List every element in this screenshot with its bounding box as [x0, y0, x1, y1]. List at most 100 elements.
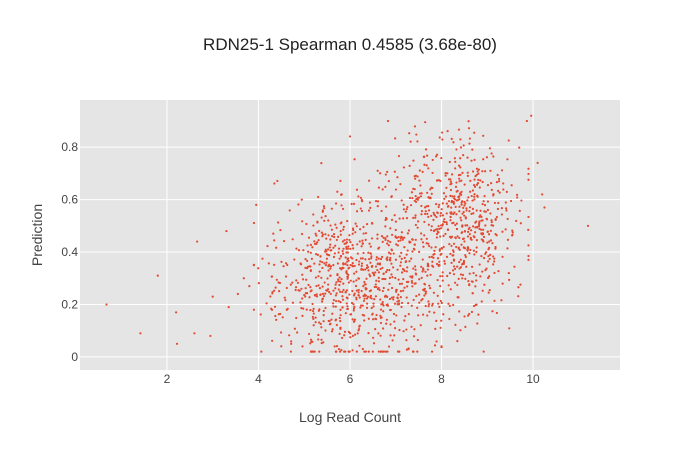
data-point — [339, 308, 342, 311]
data-point — [317, 338, 320, 341]
data-point — [412, 216, 415, 220]
data-point — [372, 302, 375, 305]
data-point — [352, 307, 356, 310]
data-point — [317, 309, 320, 312]
data-point — [506, 247, 509, 250]
data-point — [459, 273, 463, 276]
data-point — [435, 340, 438, 343]
data-point — [334, 202, 338, 205]
data-point — [324, 329, 327, 332]
data-point — [416, 198, 419, 201]
data-point — [475, 183, 479, 186]
data-point — [403, 286, 406, 289]
data-point — [448, 304, 451, 308]
data-point — [452, 141, 455, 144]
data-point — [353, 264, 356, 268]
data-point — [439, 284, 442, 288]
data-point — [408, 260, 411, 263]
data-point — [446, 172, 449, 175]
data-point — [356, 332, 359, 335]
data-point — [464, 277, 467, 280]
data-point — [320, 216, 323, 219]
data-point — [345, 302, 348, 305]
data-point — [473, 131, 476, 134]
data-point — [459, 329, 462, 332]
data-point — [466, 199, 469, 202]
data-point — [351, 232, 354, 235]
data-point — [373, 298, 376, 301]
data-point — [312, 324, 315, 327]
data-point — [439, 214, 442, 217]
data-point — [309, 342, 312, 345]
data-point — [454, 223, 457, 227]
data-point — [321, 266, 324, 270]
data-point — [379, 314, 382, 317]
data-point — [430, 186, 433, 189]
data-point — [351, 349, 354, 352]
data-point — [400, 235, 403, 238]
data-point — [291, 301, 295, 304]
data-point — [314, 276, 317, 279]
data-point — [434, 327, 437, 330]
data-point — [445, 186, 448, 189]
data-point — [310, 257, 313, 260]
data-point — [438, 305, 441, 309]
data-point — [355, 188, 359, 191]
data-point — [397, 154, 401, 158]
data-point — [315, 293, 318, 296]
data-point — [355, 225, 358, 228]
data-point — [411, 196, 414, 200]
data-point — [418, 192, 422, 195]
data-point — [328, 246, 331, 249]
data-point — [379, 267, 382, 271]
data-point — [280, 345, 283, 348]
data-point — [471, 292, 474, 295]
data-point — [332, 246, 335, 249]
data-point — [451, 269, 455, 272]
data-point — [359, 228, 362, 231]
data-point — [501, 255, 504, 258]
data-point — [413, 328, 416, 331]
data-point — [339, 314, 342, 317]
data-point — [341, 298, 345, 301]
data-point — [442, 245, 445, 249]
data-point — [376, 233, 379, 236]
data-point — [365, 287, 368, 290]
data-point — [458, 205, 461, 208]
data-point — [348, 238, 351, 242]
data-point — [300, 198, 303, 201]
data-point — [352, 280, 355, 283]
data-point — [371, 264, 374, 268]
data-point — [461, 273, 465, 277]
data-point — [319, 322, 322, 325]
data-point — [421, 297, 424, 301]
data-point — [489, 239, 493, 242]
data-point — [325, 261, 328, 264]
data-point — [375, 256, 378, 259]
data-point — [289, 283, 292, 286]
data-point — [511, 229, 514, 232]
data-point — [375, 285, 378, 289]
data-point — [301, 345, 304, 348]
data-point — [330, 228, 333, 231]
data-point — [475, 274, 478, 277]
data-point — [334, 244, 337, 247]
data-point — [315, 253, 318, 256]
data-point — [284, 275, 288, 278]
data-point — [427, 209, 431, 212]
data-point — [478, 263, 481, 266]
data-point — [309, 286, 312, 289]
data-point — [427, 167, 430, 170]
data-point — [459, 146, 463, 149]
data-point — [291, 281, 294, 284]
data-point — [329, 274, 332, 277]
data-point — [436, 230, 439, 233]
data-point — [302, 249, 305, 252]
data-point — [467, 227, 470, 231]
data-point — [494, 247, 497, 250]
data-point — [267, 262, 270, 265]
data-point — [414, 194, 417, 198]
data-point — [482, 158, 485, 161]
data-point — [318, 229, 321, 233]
data-point — [339, 290, 342, 293]
